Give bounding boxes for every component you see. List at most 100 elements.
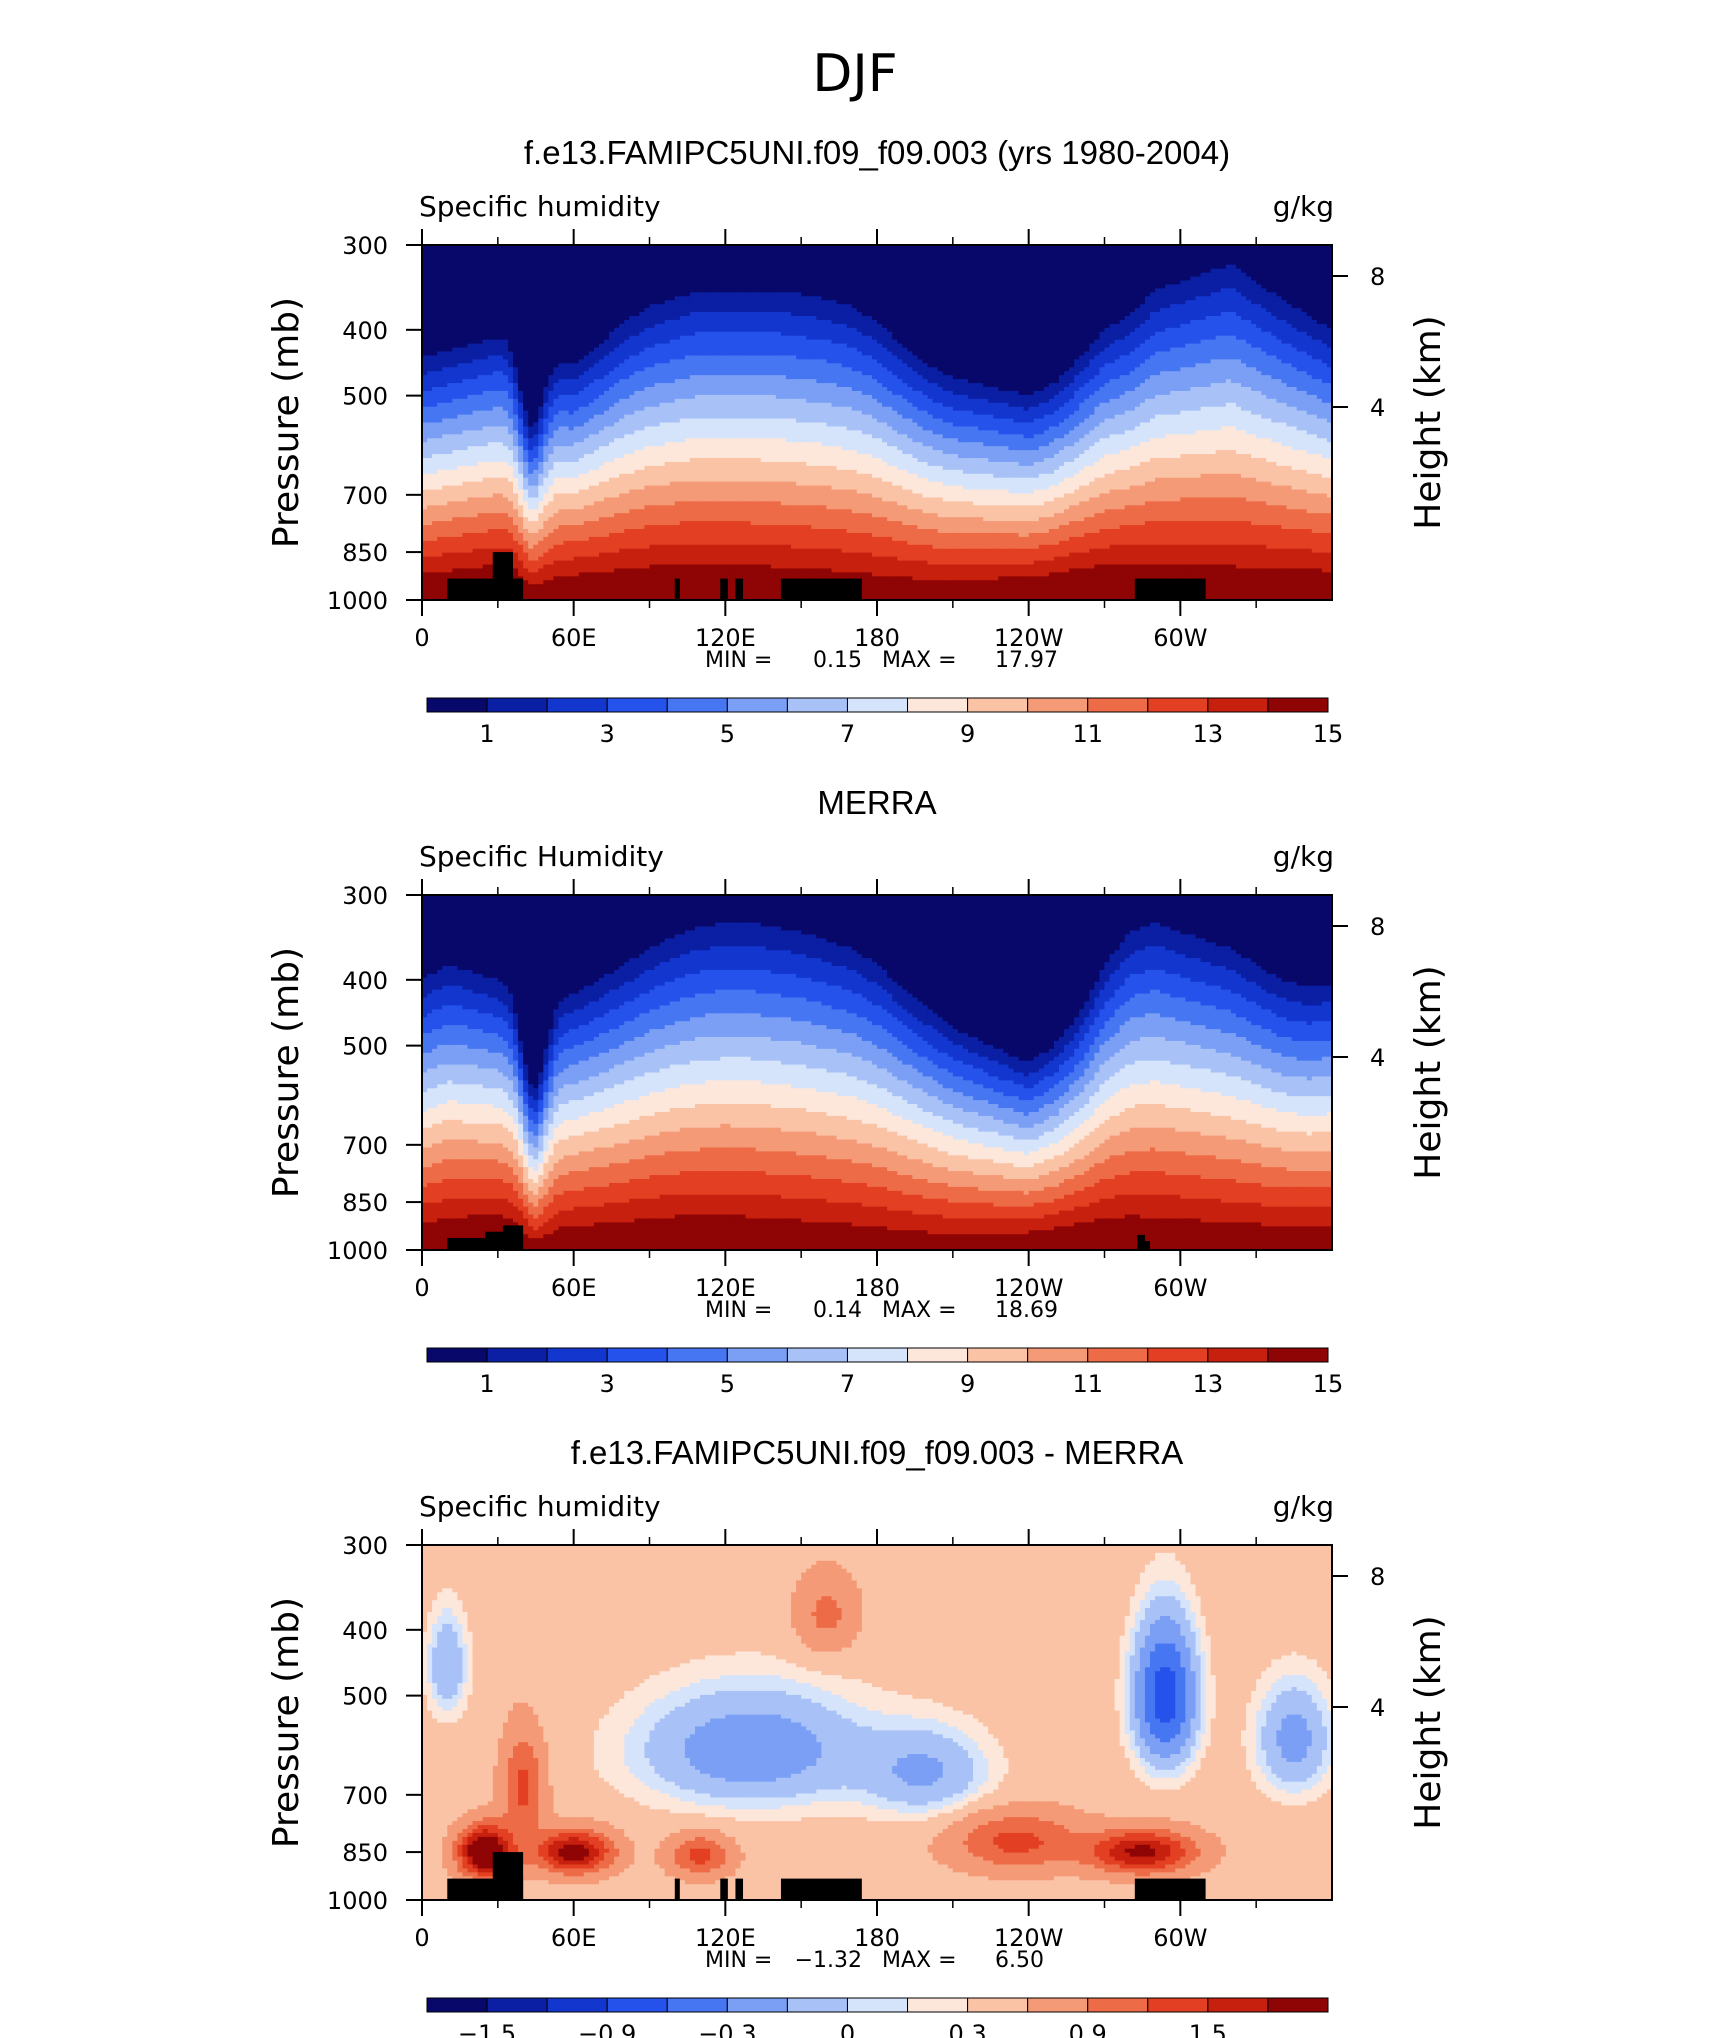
y-tick-label: 1000 [327,1887,388,1915]
panel-title: f.e13.FAMIPC5UNI.f09_f09.003 - MERRA [571,1434,1184,1471]
colorbar-box [1208,1998,1268,2012]
terrain-block [735,1879,743,1900]
colorbar-label: 11 [1072,1370,1103,1398]
colorbar-label: −0.9 [578,2020,636,2038]
right-tick-label: 4 [1370,1694,1385,1722]
colorbar-label: 15 [1313,1370,1344,1398]
colorbar-label: 9 [960,720,975,748]
x-tick-label: 60W [1153,1924,1207,1952]
y-axis-title: Pressure (mb) [266,297,307,548]
colorbar-box [787,1998,847,2012]
colorbar-box [427,1348,487,1362]
colorbar-box [1268,698,1328,712]
terrain-block [675,1879,680,1900]
max-value: 18.69 [995,1298,1058,1323]
contour-field [422,895,1333,1251]
colorbar-label: 11 [1072,720,1103,748]
units-label: g/kg [1273,840,1334,873]
colorbar-label: 13 [1193,720,1224,748]
colorbar-box [487,1348,547,1362]
max-label: MAX = [882,648,957,673]
y-tick-label: 400 [342,317,388,345]
variable-label: Specific humidity [419,190,661,223]
terrain-block [720,1879,728,1900]
max-value: 6.50 [995,1948,1044,1973]
colorbar-box [667,1998,727,2012]
colorbar-box [667,1348,727,1362]
terrain-block [1142,1241,1150,1250]
colorbar-box [847,698,907,712]
terrain-block [493,1852,523,1900]
right-tick-label: 8 [1370,263,1385,291]
colorbar-label: 7 [840,1370,855,1398]
y-tick-label: 700 [342,1132,388,1160]
colorbar-box [427,698,487,712]
colorbar-box [547,1348,607,1362]
x-tick-label: 60E [551,624,597,652]
min-value: −1.32 [795,1948,862,1973]
terrain-block [781,1879,862,1900]
panel-title: f.e13.FAMIPC5UNI.f09_f09.003 (yrs 1980-2… [524,134,1230,171]
y-tick-label: 850 [342,1839,388,1867]
colorbar-box [1148,698,1208,712]
colorbar-box [547,1998,607,2012]
colorbar-box [1148,1998,1208,2012]
y-tick-label: 500 [342,383,388,411]
terrain-block [485,1232,505,1250]
colorbar-label: 1.5 [1189,2020,1227,2038]
y-axis-title: Pressure (mb) [266,947,307,1198]
y-tick-label: 1000 [327,1237,388,1265]
colorbar-box [787,698,847,712]
colorbar-label: 0.9 [1069,2020,1107,2038]
min-label: MIN = [705,1948,772,1973]
right-axis-title: Height (km) [1408,965,1449,1179]
max-label: MAX = [882,1948,957,1973]
terrain-block [503,1225,523,1250]
colorbar-box [968,1348,1028,1362]
variable-label: Specific humidity [419,1490,661,1523]
y-tick-label: 500 [342,1683,388,1711]
colorbar-label: −1.5 [458,2020,516,2038]
min-label: MIN = [705,1298,772,1323]
x-tick-label: 60E [551,1274,597,1302]
y-tick-label: 1000 [327,587,388,615]
right-tick-label: 4 [1370,1044,1385,1072]
colorbar-label: 1 [479,1370,494,1398]
terrain-block [1135,579,1206,600]
colorbar-box [1268,1348,1328,1362]
colorbar-label: −0.3 [698,2020,756,2038]
right-tick-label: 8 [1370,913,1385,941]
colorbar-box [727,1998,787,2012]
y-tick-label: 700 [342,1782,388,1810]
colorbar-label: 3 [600,720,615,748]
y-tick-label: 850 [342,539,388,567]
colorbar-box [1028,698,1088,712]
x-tick-label: 60W [1153,1274,1207,1302]
right-axis-title: Height (km) [1408,1615,1449,1829]
min-label: MIN = [705,648,772,673]
colorbar-label: 1 [479,720,494,748]
units-label: g/kg [1273,190,1334,223]
terrain-block [781,579,862,600]
y-axis-title: Pressure (mb) [266,1597,307,1848]
colorbar-box [908,1348,968,1362]
x-tick-label: 0 [414,624,429,652]
terrain-block [1135,1879,1206,1900]
terrain-block [675,579,680,600]
y-tick-label: 400 [342,967,388,995]
colorbar-box [1028,1998,1088,2012]
right-axis-title: Height (km) [1408,315,1449,529]
colorbar-box [1268,1998,1328,2012]
colorbar-label: 9 [960,1370,975,1398]
colorbar-box [908,698,968,712]
chart-panel-1: f.e13.FAMIPC5UNI.f09_f09.003 (yrs 1980-2… [266,134,1449,748]
colorbar-box [1088,698,1148,712]
colorbar-box [727,1348,787,1362]
max-value: 17.97 [995,648,1058,673]
contour-field [422,1545,1333,1901]
y-tick-label: 300 [342,1532,388,1560]
contour-field [422,245,1333,601]
terrain-block [493,552,513,600]
